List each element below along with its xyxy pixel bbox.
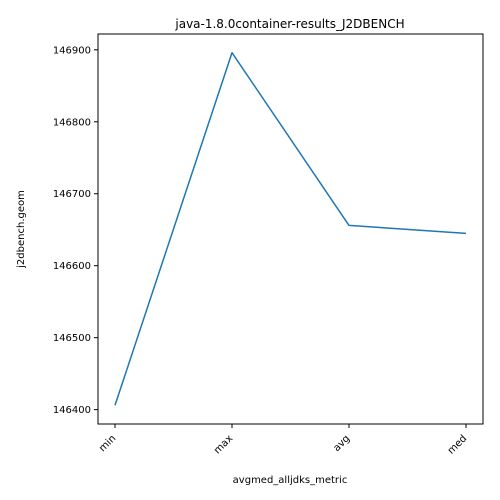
y-axis-label: j2dbench.geom [16, 190, 27, 269]
y-tick-label: 146400 [53, 405, 91, 416]
x-axis-ticks: min max avg med [97, 424, 469, 457]
y-tick-label: 146800 [53, 117, 91, 128]
y-tick-label: 146600 [53, 261, 91, 272]
x-tick-label: avg [331, 433, 352, 454]
x-tick-label: max [212, 433, 235, 456]
series-layer [114, 51, 467, 406]
chart-title: java-1.8.0container-results_J2DBENCH [174, 17, 404, 31]
plot-frame [97, 33, 484, 425]
series-line [114, 51, 467, 406]
x-tick-label: min [97, 433, 118, 454]
y-axis-ticks: 146400 146500 146600 146700 146800 146900 [53, 45, 98, 416]
y-tick-label: 146700 [53, 189, 91, 200]
y-tick-label: 146900 [53, 45, 91, 56]
y-tick-label: 146500 [53, 333, 91, 344]
x-axis-label: avgmed_alljdks_metric [233, 475, 348, 486]
x-tick-label: med [446, 433, 470, 457]
